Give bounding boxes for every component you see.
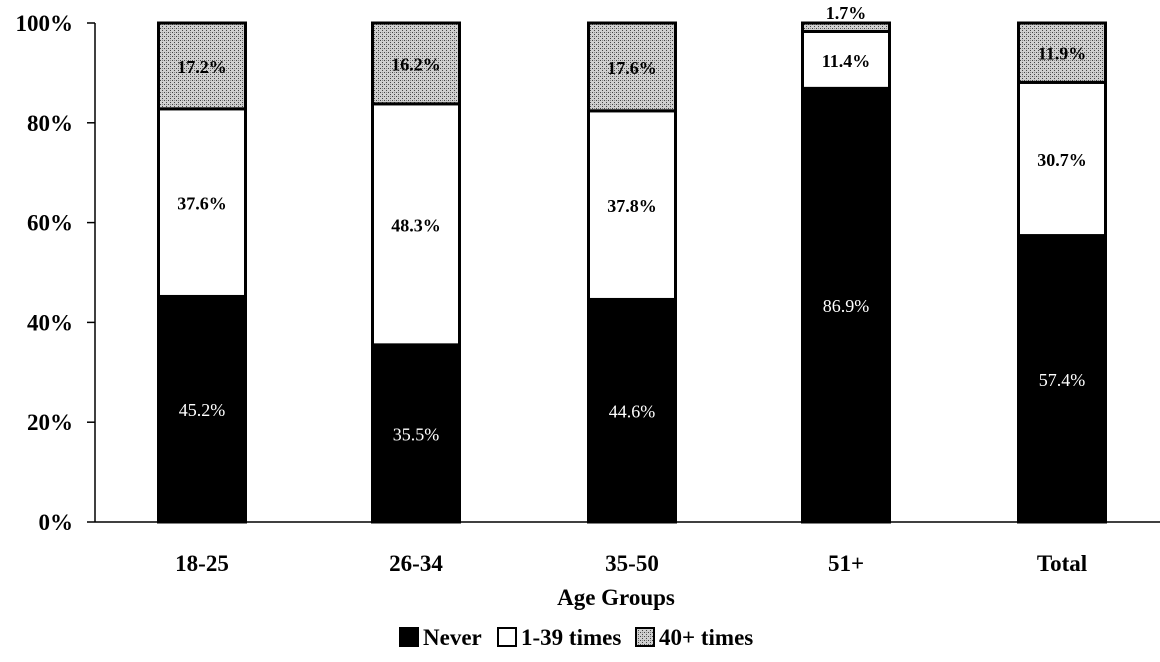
y-tick-label: 100% xyxy=(16,11,74,36)
y-tick-label: 40% xyxy=(27,310,73,335)
bar-segment xyxy=(803,23,890,31)
bar-value-label: 11.4% xyxy=(822,51,871,71)
y-tick-label: 60% xyxy=(27,211,73,236)
bar-value-label: 30.7% xyxy=(1037,150,1087,170)
bar-value-label: 37.6% xyxy=(177,194,227,214)
legend-swatch xyxy=(400,628,418,646)
bars xyxy=(159,23,1106,522)
legend-swatch xyxy=(498,628,516,646)
x-tick-label: 51+ xyxy=(828,551,864,576)
x-tick-label: 35-50 xyxy=(605,551,659,576)
y-tick-label: 0% xyxy=(39,510,74,535)
x-tick-label: 18-25 xyxy=(175,551,229,576)
legend-label: 40+ times xyxy=(659,625,753,650)
x-tick-label: 26-34 xyxy=(389,551,443,576)
bar-value-label: 11.9% xyxy=(1038,44,1087,64)
bar-value-label: 16.2% xyxy=(391,54,441,74)
bar-value-label: 37.8% xyxy=(607,196,657,216)
bar-value-label: 45.2% xyxy=(179,400,226,420)
bar-value-label: 57.4% xyxy=(1039,370,1086,390)
y-tick-label: 80% xyxy=(27,111,73,136)
y-tick-label: 20% xyxy=(27,410,73,435)
legend: Never 1-39 times 40+ times xyxy=(400,625,753,650)
bar-value-label: 44.6% xyxy=(609,402,656,422)
bar-value-label: 1.7% xyxy=(826,3,867,23)
legend-label: Never xyxy=(423,625,482,650)
bar-value-label: 48.3% xyxy=(391,215,441,235)
x-axis-title: Age Groups xyxy=(557,585,675,610)
bar-value-label: 17.2% xyxy=(177,57,227,77)
legend-label: 1-39 times xyxy=(521,625,621,650)
bar-value-label: 35.5% xyxy=(393,424,440,444)
bar-value-label: 86.9% xyxy=(823,296,870,316)
x-tick-label: Total xyxy=(1037,551,1087,576)
legend-swatch xyxy=(636,628,654,646)
bar-value-label: 17.6% xyxy=(607,58,657,78)
